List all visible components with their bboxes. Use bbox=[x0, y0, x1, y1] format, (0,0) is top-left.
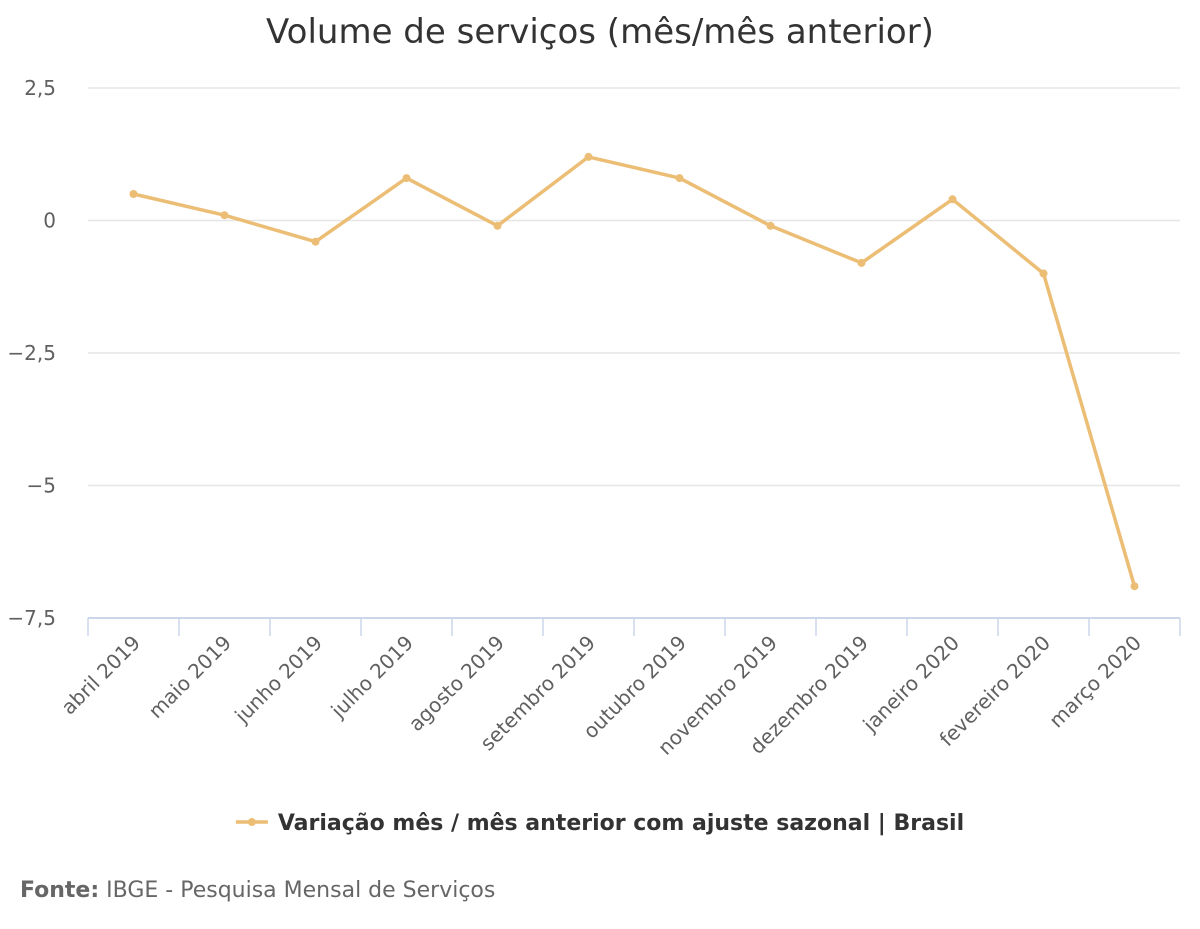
data-point[interactable] bbox=[766, 221, 775, 230]
y-tick-label: 0 bbox=[43, 209, 56, 233]
data-point[interactable] bbox=[402, 174, 411, 183]
legend-label[interactable]: Variação mês / mês anterior com ajuste s… bbox=[278, 811, 964, 836]
data-point[interactable] bbox=[584, 152, 593, 161]
data-point[interactable] bbox=[857, 258, 866, 267]
data-point[interactable] bbox=[948, 195, 957, 204]
source-note: Fonte: IBGE - Pesquisa Mensal de Serviço… bbox=[20, 878, 495, 903]
x-tick-label: maio 2019 bbox=[144, 631, 236, 723]
legend[interactable]: Variação mês / mês anterior com ajuste s… bbox=[235, 811, 964, 836]
data-point[interactable] bbox=[675, 174, 684, 183]
series-line bbox=[131, 155, 1137, 588]
data-point[interactable] bbox=[1130, 582, 1139, 591]
chart-title: Volume de serviços (mês/mês anterior) bbox=[266, 12, 934, 52]
data-point[interactable] bbox=[493, 221, 502, 230]
legend-swatch-marker[interactable] bbox=[247, 818, 256, 826]
y-tick-label: −2,5 bbox=[7, 341, 56, 365]
data-point[interactable] bbox=[1039, 269, 1048, 278]
data-point[interactable] bbox=[220, 211, 229, 220]
data-point[interactable] bbox=[311, 237, 320, 246]
y-axis-ticks: 2,5 0 −2,5 −5 −7,5 bbox=[7, 76, 56, 630]
y-tick-label: 2,5 bbox=[24, 76, 56, 100]
x-tick-label: abril 2019 bbox=[56, 631, 145, 720]
x-tick-label: julho 2019 bbox=[325, 631, 418, 724]
series-plot bbox=[129, 152, 1139, 591]
x-tick-label: março 2020 bbox=[1044, 631, 1146, 733]
source-label: Fonte: bbox=[20, 878, 100, 903]
data-point[interactable] bbox=[129, 190, 138, 198]
source-text: IBGE - Pesquisa Mensal de Serviços bbox=[106, 878, 496, 903]
x-tick-label: junho 2019 bbox=[229, 631, 327, 729]
gridlines bbox=[88, 87, 1180, 487]
y-tick-label: −7,5 bbox=[7, 606, 56, 630]
y-tick-label: −5 bbox=[27, 474, 56, 498]
x-axis bbox=[87, 617, 1181, 636]
